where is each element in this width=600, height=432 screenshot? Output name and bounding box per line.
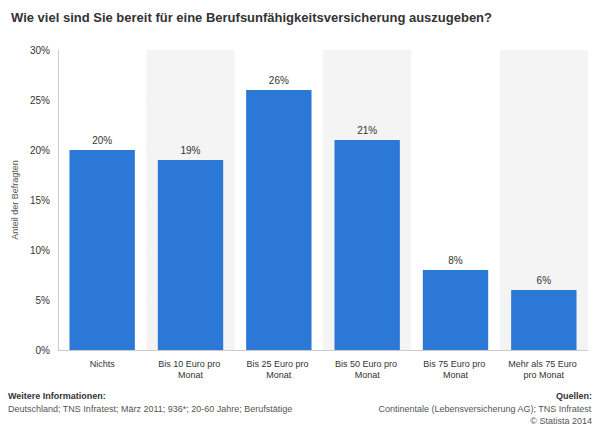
svg-text:Deutschland; TNS Infratest; Mä: Deutschland; TNS Infratest; März 2011; 9… <box>8 404 292 414</box>
svg-text:Wie viel sind Sie bereit für e: Wie viel sind Sie bereit für eine Berufs… <box>11 10 492 25</box>
svg-text:Bis 50 Euro pro: Bis 50 Euro pro <box>335 359 400 369</box>
svg-text:Monat: Monat <box>355 370 381 380</box>
svg-text:Quellen:: Quellen: <box>556 391 592 401</box>
svg-text:8%: 8% <box>448 255 463 266</box>
svg-text:Bis 75 Euro pro: Bis 75 Euro pro <box>423 359 488 369</box>
svg-text:10%: 10% <box>30 245 50 256</box>
svg-text:© Statista 2014: © Statista 2014 <box>530 416 592 426</box>
svg-text:Nichts: Nichts <box>90 359 116 369</box>
svg-text:6%: 6% <box>537 275 552 286</box>
svg-text:Weitere Informationen:: Weitere Informationen: <box>8 391 106 401</box>
svg-text:Continentale (Lebensversicheru: Continentale (Lebensversicherung AG); TN… <box>378 404 591 414</box>
svg-text:Mehr als 75 Euro: Mehr als 75 Euro <box>508 359 579 369</box>
svg-text:21%: 21% <box>357 125 377 136</box>
svg-text:Monat: Monat <box>266 370 292 380</box>
svg-text:Bis 25 Euro pro: Bis 25 Euro pro <box>247 359 312 369</box>
svg-text:20%: 20% <box>30 145 50 156</box>
svg-text:15%: 15% <box>30 195 50 206</box>
svg-text:pro Monat: pro Monat <box>524 370 565 380</box>
svg-text:26%: 26% <box>269 75 289 86</box>
svg-text:0%: 0% <box>36 345 51 356</box>
svg-text:Monat: Monat <box>178 370 204 380</box>
svg-text:Anteil der Befragten: Anteil der Befragten <box>10 160 20 240</box>
svg-text:25%: 25% <box>30 95 50 106</box>
svg-text:30%: 30% <box>30 45 50 56</box>
svg-text:Monat: Monat <box>443 370 469 380</box>
svg-text:20%: 20% <box>92 135 112 146</box>
svg-text:Bis 10 Euro pro: Bis 10 Euro pro <box>158 359 223 369</box>
svg-text:19%: 19% <box>180 145 200 156</box>
svg-text:5%: 5% <box>36 295 51 306</box>
